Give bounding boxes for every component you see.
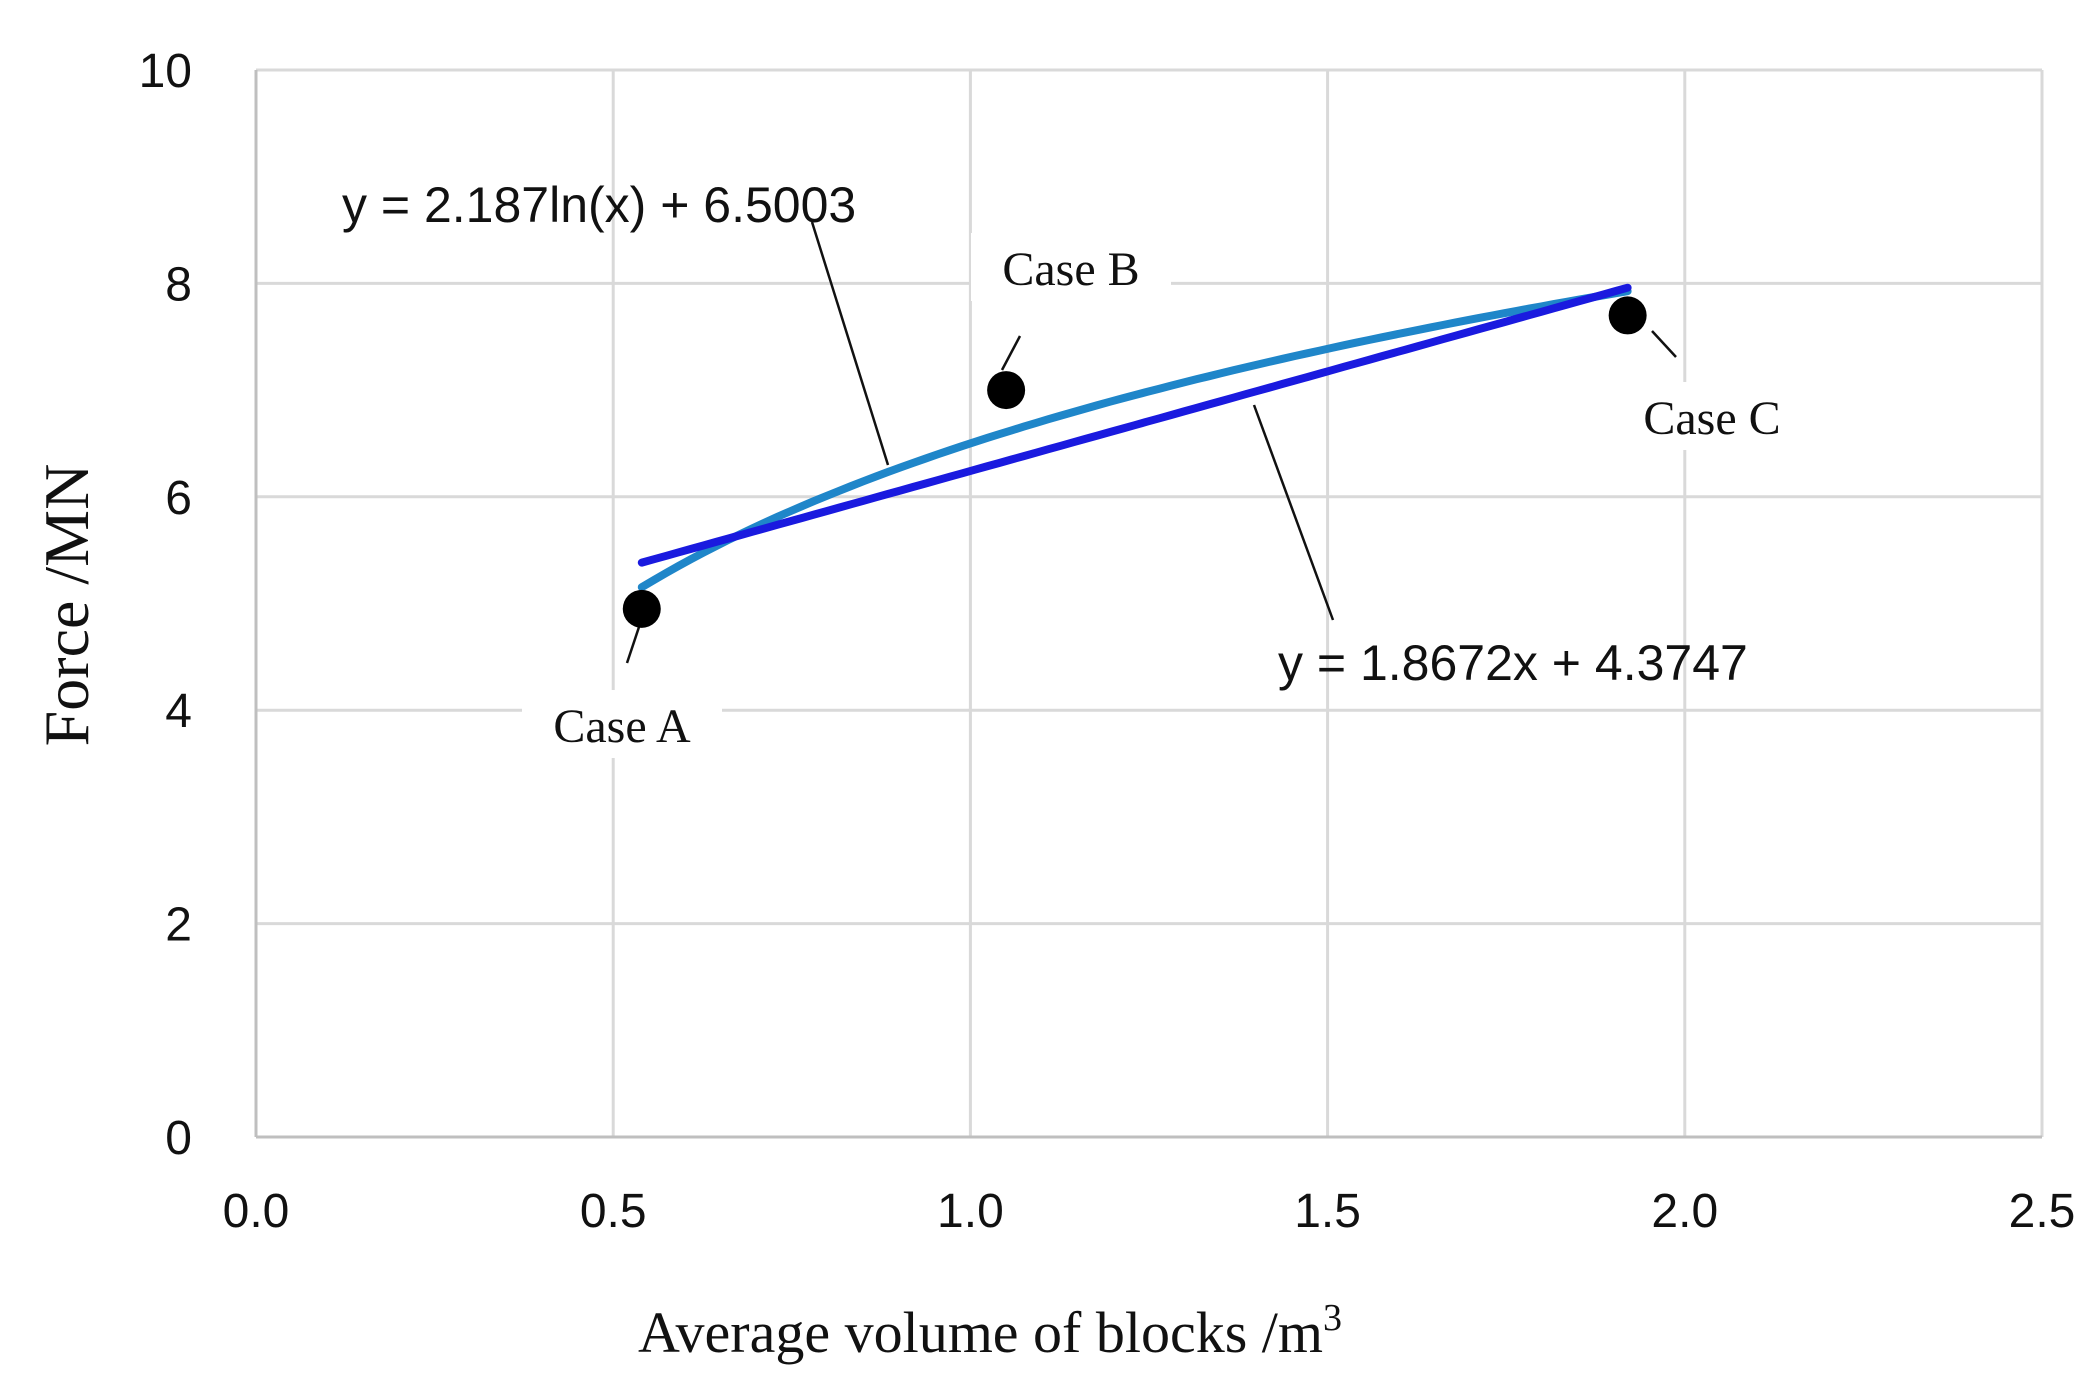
- data-point-case-c: [1608, 296, 1647, 335]
- log-trendline: [637, 287, 1632, 592]
- case-label-case-b: Case B: [1002, 243, 1139, 296]
- case-a-leader-line: [625, 623, 642, 664]
- x-tick-label: 0.0: [223, 1185, 290, 1238]
- data-point-case-a: [622, 589, 661, 628]
- case-label-background: [1612, 382, 1812, 450]
- y-tick-label: 0: [165, 1112, 192, 1165]
- x-tick-label: 1.0: [937, 1185, 1004, 1238]
- log-equation-leader-line: [810, 221, 890, 466]
- case-label-background: [971, 233, 1171, 301]
- linear-trendline: [637, 283, 1632, 567]
- y-tick-label: 4: [165, 685, 192, 738]
- linear-trendline-equation: y = 1.8672x + 4.3747: [1278, 635, 1748, 691]
- case-label-case-c: Case C: [1643, 392, 1780, 445]
- y-tick-label: 8: [165, 258, 192, 311]
- x-tick-label: 1.5: [1294, 1185, 1361, 1238]
- leader-line-layer: [625, 221, 1677, 664]
- point-layer: [622, 296, 1647, 628]
- log-trendline-equation: y = 2.187ln(x) + 6.5003: [342, 177, 856, 233]
- x-axis-title: Average volume of blocks /m3: [638, 1297, 1342, 1365]
- trendline-layer: [637, 283, 1632, 592]
- x-tick-label: 2.5: [2009, 1185, 2076, 1238]
- x-tick-label: 0.5: [580, 1185, 647, 1238]
- linear-equation-leader-line: [1252, 404, 1335, 621]
- label-layer: Case A Case B Case C y = 2.187ln(x) + 6.500…: [342, 177, 1812, 758]
- y-axis-title: Force /MN: [31, 464, 102, 747]
- x-tick-label: 2.0: [1651, 1185, 1718, 1238]
- x-axis-title-text: Average volume of blocks /m: [638, 1300, 1323, 1365]
- case-label-case-a: Case A: [553, 700, 691, 753]
- y-tick-label: 2: [165, 899, 192, 952]
- data-point-case-b: [987, 371, 1026, 410]
- axis-layer: 0 2 4 6 8 10 0.0 0.5 1.0 1.5 2.0 2.5: [139, 45, 2076, 1238]
- case-c-leader-line: [1651, 330, 1677, 358]
- x-axis-title-superscript: 3: [1323, 1297, 1342, 1339]
- y-tick-label: 10: [139, 45, 192, 98]
- y-tick-label: 6: [165, 472, 192, 525]
- case-b-leader-line: [1000, 335, 1022, 371]
- case-label-background: [522, 690, 722, 758]
